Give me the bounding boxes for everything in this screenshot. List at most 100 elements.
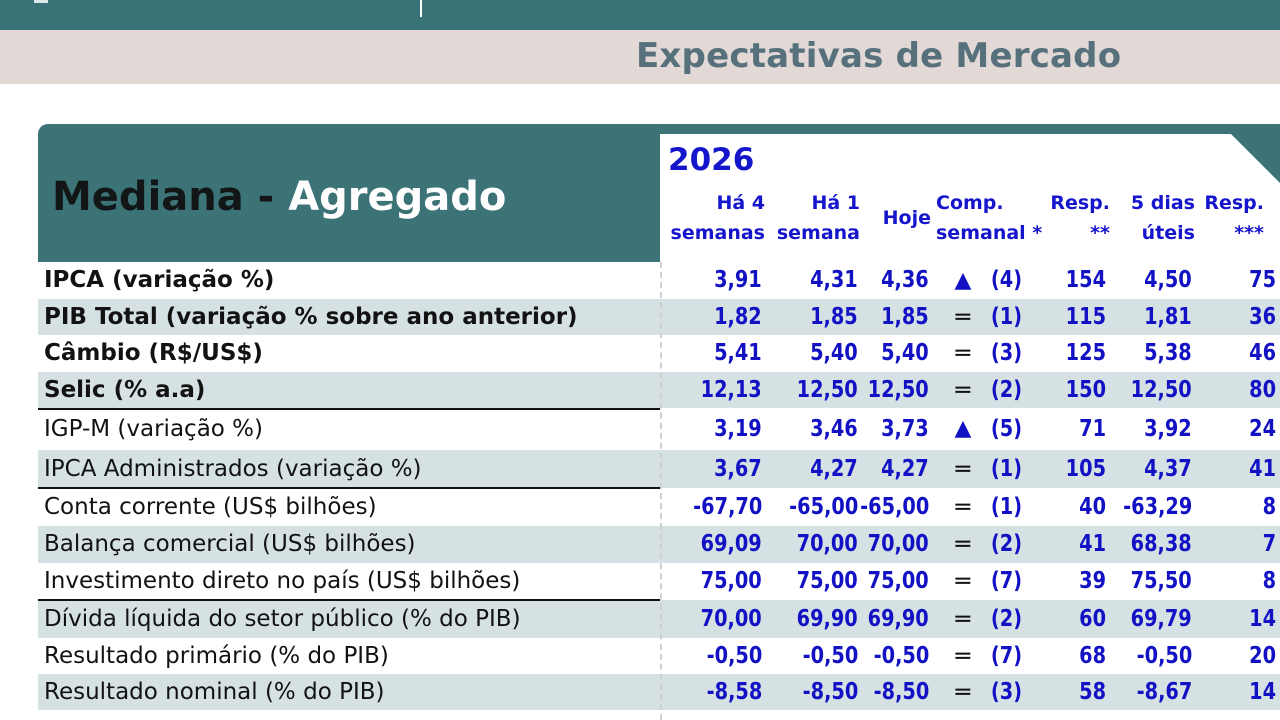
value-ha1: -65,00 (788, 494, 858, 520)
trend-equal-icon: ═ (955, 455, 971, 483)
value-resp5: 8 (1262, 494, 1276, 520)
value-resp5: 8 (1262, 568, 1276, 594)
value-ha4: -8,58 (706, 679, 762, 705)
value-resp5: 7 (1262, 531, 1276, 557)
header-line-2: úteis (1141, 222, 1195, 244)
value-resp: 68 (1079, 643, 1106, 669)
value-resp5: 36 (1249, 304, 1276, 330)
value-resp: 150 (1065, 377, 1106, 403)
indicator-label: Investimento direto no país (US$ bilhões… (44, 568, 521, 594)
value-hoje: -8,50 (873, 679, 929, 705)
value-hoje: 4,27 (881, 456, 929, 482)
table-header: Mediana - Agregado 2026 (38, 124, 1280, 262)
value-ha1: 3,46 (810, 416, 858, 442)
value-resp: 39 (1079, 568, 1106, 594)
value-ha4: 5,41 (714, 340, 762, 366)
header-line-2: semanas (670, 222, 765, 244)
value-weeks: (4) (990, 267, 1022, 293)
trend-equal-icon: ═ (955, 605, 971, 633)
value-weeks: (7) (990, 643, 1022, 669)
value-ha1: 69,90 (796, 606, 858, 632)
table-row: Resultado nominal (% do PIB) -8,58 -8,50 -8… (38, 674, 1280, 710)
indicator-label: IGP-M (variação %) (44, 416, 263, 442)
group-separator (38, 487, 660, 489)
header-line-2: *** (1234, 222, 1264, 244)
trend-equal-icon: ═ (955, 493, 971, 521)
value-weeks: (7) (990, 568, 1022, 594)
header-line-2: semanal * (936, 222, 1043, 244)
value-5dias: 69,79 (1130, 606, 1192, 632)
table-row: Investimento direto no país (US$ bilhões… (38, 563, 1280, 600)
value-hoje: 70,00 (867, 531, 929, 557)
table-row: Dívida líquida do setor público (% do PI… (38, 600, 1280, 638)
value-hoje: 69,90 (867, 606, 929, 632)
trend-equal-icon: ═ (955, 376, 971, 404)
value-ha1: 75,00 (796, 568, 858, 594)
value-weeks: (1) (990, 494, 1022, 520)
value-ha4: 3,67 (714, 456, 762, 482)
indicator-label: Dívida líquida do setor público (% do PI… (44, 606, 521, 632)
col-ha4-header: Há 4 semanas (671, 188, 765, 248)
value-hoje: 5,40 (881, 340, 929, 366)
value-hoje: 3,73 (881, 416, 929, 442)
indicator-label: Conta corrente (US$ bilhões) (44, 494, 377, 520)
value-weeks: (2) (990, 377, 1022, 403)
group-separator (38, 599, 660, 601)
table-row: Selic (% a.a) 12,13 12,50 12,50 (2) 150 12,50 8… (38, 372, 1280, 408)
value-ha4: 3,19 (714, 416, 762, 442)
value-hoje: -0,50 (873, 643, 929, 669)
value-ha1: 70,00 (796, 531, 858, 557)
value-hoje: 12,50 (867, 377, 929, 403)
col-resp5-header: Resp. *** (1204, 188, 1264, 248)
col-comp-header: Comp. semanal * (936, 188, 1042, 248)
header-line-1: Resp. (1204, 192, 1264, 214)
table-row: Balança comercial (US$ bilhões) 69,09 70,0… (38, 526, 1280, 563)
value-5dias: -0,50 (1136, 643, 1192, 669)
trend-up-icon: ▲ (954, 268, 972, 293)
value-5dias: 3,92 (1144, 416, 1192, 442)
value-5dias: 5,38 (1144, 340, 1192, 366)
value-resp: 40 (1079, 494, 1106, 520)
trend-equal-icon: ═ (955, 567, 971, 595)
value-ha4: -67,70 (692, 494, 762, 520)
header-line-1: 5 dias (1130, 192, 1195, 214)
value-ha4: 75,00 (700, 568, 762, 594)
indicator-label: Balança comercial (US$ bilhões) (44, 531, 416, 557)
table-row: IGP-M (variação %) 3,19 3,46 3,73 (5) 71 3,92 2… (38, 410, 1280, 448)
value-resp: 105 (1065, 456, 1106, 482)
table-row: Resultado primário (% do PIB) -0,50 -0,50-… (38, 638, 1280, 674)
panel-title-dark: Mediana - (52, 174, 275, 220)
value-5dias: 4,50 (1144, 267, 1192, 293)
top-bar (0, 0, 1280, 30)
value-hoje: -65,00 (859, 494, 929, 520)
value-weeks: (5) (990, 416, 1022, 442)
value-resp5: 20 (1249, 643, 1276, 669)
indicator-label: Resultado primário (% do PIB) (44, 643, 389, 669)
panel-title-light: Agregado (288, 174, 507, 220)
col-ha1-header: Há 1 semana (777, 188, 860, 248)
value-ha4: 3,91 (714, 267, 762, 293)
indicator-label: Selic (% a.a) (44, 377, 206, 403)
panel-title: Mediana - Agregado (52, 174, 506, 220)
trend-equal-icon: ═ (955, 642, 971, 670)
table-row: IPCA Administrados (variação %) 3,67 4,27 4… (38, 450, 1280, 488)
header-line-1: Comp. (936, 192, 1004, 214)
value-weeks: (2) (990, 531, 1022, 557)
value-resp: 125 (1065, 340, 1106, 366)
column-divider (660, 262, 662, 720)
header-line-1: Há 4 (716, 192, 765, 214)
value-ha1: 4,27 (810, 456, 858, 482)
table-row: PIB Total (variação % sobre ano anterior… (38, 299, 1280, 335)
header-line-1: Resp. (1050, 192, 1110, 214)
value-ha1: 4,31 (810, 267, 858, 293)
header-line-2: semana (776, 222, 860, 244)
trend-equal-icon: ═ (955, 530, 971, 558)
value-resp: 154 (1065, 267, 1106, 293)
header-line-1: Hoje (882, 207, 931, 229)
title-band: Expectativas de Mercado (0, 30, 1280, 84)
value-ha4: 1,82 (714, 304, 762, 330)
value-5dias: 4,37 (1144, 456, 1192, 482)
value-5dias: 68,38 (1130, 531, 1192, 557)
year-header: 2026 (660, 134, 1280, 262)
value-resp: 115 (1065, 304, 1106, 330)
